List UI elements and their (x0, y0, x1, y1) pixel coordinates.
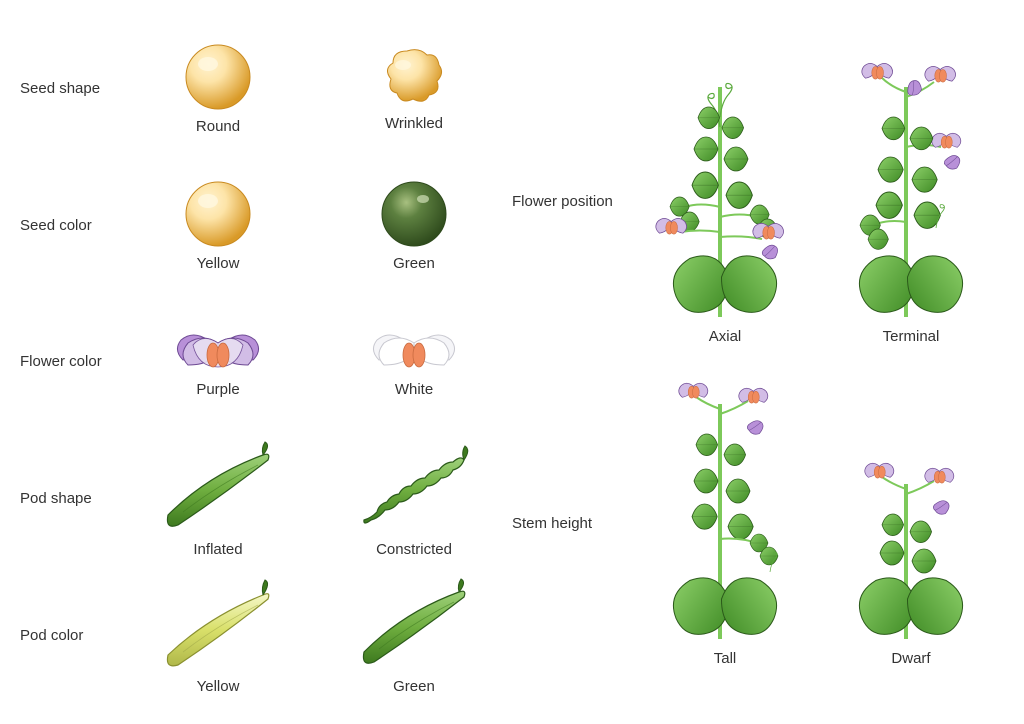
pod-inflated-icon (153, 440, 283, 535)
pod-yellow: Yellow (153, 577, 283, 695)
pod-inflated: Inflated (153, 440, 283, 558)
seed-yellow: Yellow (183, 179, 253, 272)
plant-dwarf: Dwarf (836, 449, 986, 667)
plant-tall-label: Tall (714, 650, 737, 667)
plant-axial-label: Axial (709, 328, 742, 345)
pod-yellow-icon (153, 577, 283, 672)
flower-purple-label: Purple (196, 381, 239, 398)
trait-seed-shape: Seed shape Round Wrinkled (20, 20, 512, 157)
plant-terminal-label: Terminal (883, 328, 940, 345)
right-column: Flower position Axial Terminal Stem heig… (512, 20, 1004, 704)
seed-green-icon (379, 179, 449, 249)
traits-diagram: Seed shape Round Wrinkled Seed color Yel… (20, 20, 1004, 704)
plant-axial-icon (650, 57, 800, 322)
pod-inflated-label: Inflated (193, 541, 242, 558)
plant-terminal: Terminal (836, 57, 986, 345)
plant-dwarf-label: Dwarf (891, 650, 930, 667)
plant-dwarf-icon (836, 449, 986, 644)
flower-color-label: Flower color (20, 353, 120, 370)
seed-wrinkled-label: Wrinkled (385, 115, 443, 132)
seed-green-label: Green (393, 255, 435, 272)
flower-purple: Purple (173, 325, 263, 398)
seed-round-icon (183, 42, 253, 112)
seed-round: Round (183, 42, 253, 135)
seed-green: Green (379, 179, 449, 272)
seed-round-label: Round (196, 118, 240, 135)
trait-pod-shape: Pod shape Inflated Constricted (20, 430, 512, 567)
trait-seed-color: Seed color Yellow Green (20, 157, 512, 294)
seed-color-label: Seed color (20, 217, 120, 234)
pod-constricted-label: Constricted (376, 541, 452, 558)
seed-wrinkled: Wrinkled (379, 45, 449, 132)
plant-tall: Tall (650, 379, 800, 667)
plant-terminal-icon (836, 57, 986, 322)
pod-green: Green (349, 577, 479, 695)
pod-constricted: Constricted (349, 440, 479, 558)
seed-shape-label: Seed shape (20, 80, 120, 97)
trait-flower-position: Flower position Axial Terminal (512, 57, 1004, 345)
pod-shape-label: Pod shape (20, 490, 120, 507)
trait-pod-color: Pod color Yellow Green (20, 567, 512, 704)
plant-tall-icon (650, 379, 800, 644)
seed-yellow-label: Yellow (197, 255, 240, 272)
flower-position-label: Flower position (512, 193, 632, 210)
flower-white: White (369, 325, 459, 398)
plant-axial: Axial (650, 57, 800, 345)
seed-wrinkled-icon (379, 45, 449, 109)
flower-purple-icon (173, 325, 263, 375)
left-column: Seed shape Round Wrinkled Seed color Yel… (20, 20, 512, 704)
flower-white-icon (369, 325, 459, 375)
pod-color-label: Pod color (20, 627, 120, 644)
pod-green-icon (349, 577, 479, 672)
pod-green-label: Green (393, 678, 435, 695)
stem-height-label: Stem height (512, 515, 632, 532)
seed-yellow-icon (183, 179, 253, 249)
trait-stem-height: Stem height Tall Dwarf (512, 379, 1004, 667)
pod-yellow-label: Yellow (197, 678, 240, 695)
flower-white-label: White (395, 381, 433, 398)
trait-flower-color: Flower color Purple White (20, 294, 512, 431)
pod-constricted-icon (349, 440, 479, 535)
